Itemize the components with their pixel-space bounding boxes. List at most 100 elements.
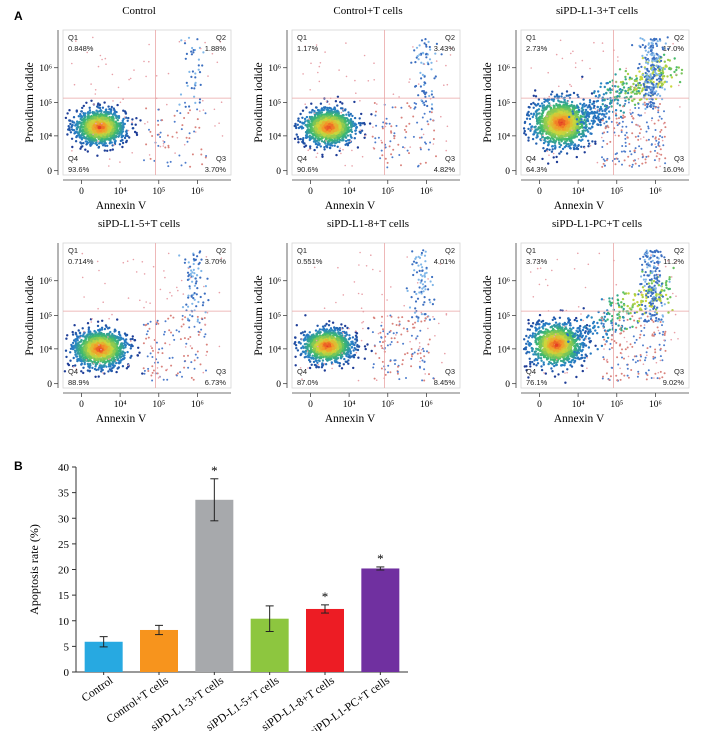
event-point [559,134,564,138]
event-point [316,133,319,137]
x-tick-label: 10⁴ [572,187,586,197]
event-point [96,320,100,323]
event-point [659,130,662,133]
event-point [542,147,545,150]
event-point [628,164,631,167]
event-point [628,76,632,79]
event-point [550,150,554,153]
event-point [354,79,356,82]
event-point [336,136,340,139]
quadrant-q1-label: Q1 [68,33,78,42]
event-point [664,126,667,129]
event-point [354,129,358,132]
event-point [658,160,660,162]
y-tick-label: 0 [505,167,510,177]
event-point [660,59,663,63]
event-point [347,111,350,114]
event-point [522,127,526,130]
event-point [555,93,559,96]
panel-label-a: A [14,9,23,23]
event-point [650,119,653,122]
event-point [94,89,97,91]
event-point [315,156,318,158]
event-point [571,126,576,130]
event-point [349,135,352,138]
event-point [618,122,621,125]
event-point [641,37,644,41]
event-point [135,133,139,137]
event-point [678,84,680,87]
event-point [428,94,431,98]
y-tick-label: 10⁵ [39,99,52,109]
event-point [403,128,406,131]
event-point [332,108,336,111]
event-point [88,109,92,112]
event-point [162,145,165,147]
event-point [635,77,638,80]
event-point [67,125,70,128]
event-point [306,123,309,126]
event-point [617,134,620,137]
event-point [81,125,85,129]
event-point [619,88,622,91]
event-point [336,104,339,107]
event-point [563,137,566,141]
event-point [562,119,566,123]
event-point [535,116,538,120]
event-point [607,126,610,129]
event-point [346,134,350,137]
x-tick-label: 10⁵ [152,187,165,197]
x-tick-label: 10⁶ [649,187,662,197]
event-point [599,105,602,109]
event-point [569,142,573,145]
event-point [649,87,652,90]
event-point [652,93,655,96]
event-point [112,136,115,140]
event-point [97,145,101,149]
event-point [656,40,659,43]
event-point [299,137,302,141]
event-point [323,146,326,149]
event-point [586,128,589,132]
event-point [546,98,549,101]
event-point [324,117,328,122]
event-point [304,136,308,139]
event-point [338,149,341,152]
event-point [90,117,93,120]
event-point [106,111,110,114]
event-point [551,90,554,94]
event-point [601,119,604,122]
event-point [616,99,620,102]
event-point [446,125,449,128]
event-point [193,95,196,98]
event-point [535,142,538,145]
event-point [548,95,550,98]
event-point [540,102,544,105]
event-point [121,128,125,131]
event-point [631,121,634,124]
event-point [430,103,434,106]
event-point [423,101,425,104]
event-point [149,130,152,133]
event-point [309,123,313,126]
event-point [96,105,99,108]
event-point [558,152,561,155]
event-point [373,102,376,104]
event-point [573,136,576,139]
event-point [581,59,584,62]
event-point [420,61,423,64]
event-point [615,81,617,83]
event-point [80,370,83,373]
event-point [646,62,650,65]
event-point [535,113,538,116]
event-point [94,133,98,137]
event-point [95,112,99,115]
event-point [100,116,104,120]
event-point [638,125,641,128]
x-tick-label: 0 [537,187,542,197]
event-point [190,75,193,78]
event-point [638,164,641,167]
event-point [333,144,336,147]
event-point [124,116,128,119]
event-point [604,104,607,107]
